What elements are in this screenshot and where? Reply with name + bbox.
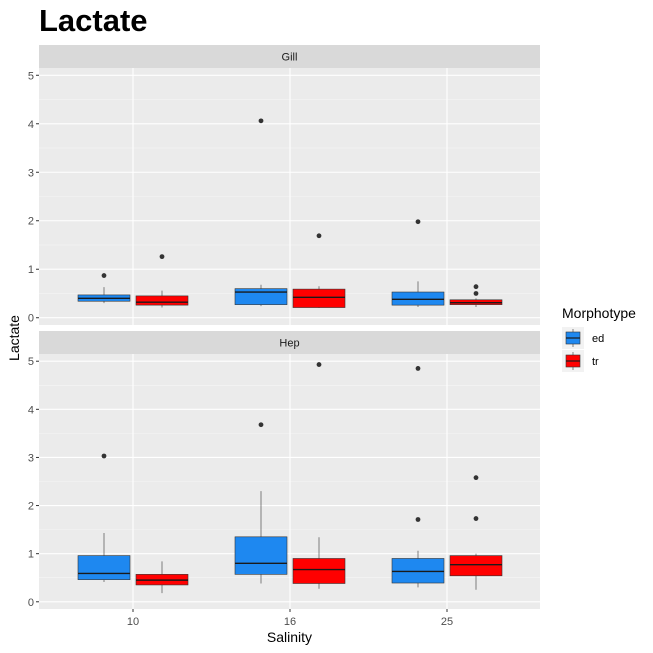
outlier-point (159, 254, 165, 260)
outlier-point (101, 273, 107, 278)
outlier-point (473, 284, 479, 290)
facet-strip-label: Gill (282, 52, 298, 64)
outlier-point (473, 475, 479, 481)
box-10-ed (77, 453, 131, 583)
box-body (77, 555, 131, 580)
y-tick-label: 0 (28, 313, 34, 325)
box-16-tr (292, 233, 346, 309)
y-tick-label: 4 (28, 119, 34, 131)
box-25-tr (449, 475, 503, 590)
y-tick-label: 1 (28, 264, 34, 276)
box-25-ed (391, 366, 445, 588)
legend-key-ed (562, 327, 584, 349)
legend-key-tr (562, 350, 584, 372)
box-25-tr (449, 284, 503, 308)
chart-title: Lactate (39, 3, 148, 38)
box-10-tr (135, 561, 189, 594)
outlier-point (415, 219, 421, 225)
x-tick-label: 25 (441, 616, 453, 628)
box-body (234, 288, 288, 305)
box-16-ed (234, 118, 288, 307)
outlier-point (101, 453, 107, 459)
y-tick-label: 2 (28, 216, 34, 228)
box-body (449, 555, 503, 577)
outlier-point (258, 422, 264, 428)
outlier-point (473, 516, 479, 521)
legend-title: Morphotype (562, 305, 636, 321)
box-25-ed (391, 219, 445, 308)
outlier-point (415, 366, 421, 371)
x-tick-label: 16 (284, 616, 296, 628)
outlier-point (258, 118, 264, 124)
box-body (292, 288, 346, 308)
y-tick-label: 3 (28, 452, 34, 464)
legend-label-tr: tr (592, 356, 599, 368)
facet-strip-label: Hep (279, 338, 299, 350)
box-10-ed (77, 273, 131, 304)
legend-label-ed: ed (592, 333, 604, 345)
outlier-point (316, 362, 322, 367)
y-tick-label: 5 (28, 70, 34, 82)
facet-strip (39, 45, 540, 68)
box-body (391, 558, 445, 584)
outlier-point (316, 233, 322, 239)
box-body (234, 536, 288, 575)
box-10-tr (135, 254, 189, 308)
box-16-ed (234, 422, 288, 584)
box-body (135, 295, 189, 306)
x-tick-label: 10 (127, 616, 139, 628)
y-axis-title: Lactate (6, 315, 22, 361)
outlier-point (473, 291, 479, 296)
box-body (292, 558, 346, 584)
x-axis-title: Salinity (267, 629, 312, 645)
box-body (391, 291, 445, 306)
box-16-tr (292, 362, 346, 589)
outlier-point (415, 517, 421, 522)
facet-strip (39, 331, 540, 354)
y-tick-label: 3 (28, 167, 34, 179)
y-tick-label: 4 (28, 404, 34, 416)
y-tick-label: 1 (28, 549, 34, 561)
y-tick-label: 2 (28, 501, 34, 513)
y-tick-label: 5 (28, 356, 34, 368)
y-tick-label: 0 (28, 597, 34, 609)
